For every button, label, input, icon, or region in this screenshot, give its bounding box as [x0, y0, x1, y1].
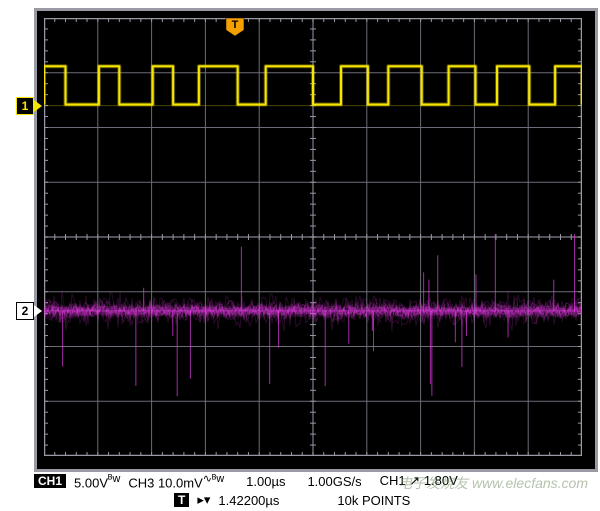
trig-level: 1.80V: [424, 473, 458, 488]
ch1-box-label: CH1: [38, 474, 62, 488]
trig-edge-icon: ↗: [409, 473, 420, 488]
status-row-2: T ▸▾ 1.42200µs 10k POINTS: [34, 492, 592, 508]
bw3: ∿ᴮw: [203, 473, 224, 485]
trigger-readout: CH1 ↗ 1.80V: [380, 473, 458, 489]
delay-arrow: ▸▾: [197, 492, 210, 508]
svg-text:T: T: [232, 19, 239, 31]
ch3-scale: 10.0mV: [158, 475, 203, 490]
ch1-box: CH1: [34, 474, 66, 488]
timebase: 1.00µs: [246, 474, 285, 489]
ch1-scale-val: 5.00V: [74, 475, 108, 490]
ch1-badge-pointer: [34, 100, 42, 112]
ch1-badge: 1: [16, 97, 34, 115]
ch2-badge: 2: [16, 302, 34, 320]
ch1-scale: 5.00Vᴮw: [74, 473, 120, 490]
status-bar: CH1 5.00Vᴮw CH3 10.0mV∿ᴮw 1.00µs 1.00GS/s CH1…: [34, 472, 592, 508]
ch3-label: CH3: [128, 475, 154, 490]
ch2-badge-pointer: [34, 305, 42, 317]
ch1-badge-label: 1: [22, 99, 29, 113]
t-box-label: T: [178, 493, 185, 507]
trig-src: CH1: [380, 473, 406, 488]
sample-rate: 1.00GS/s: [307, 474, 361, 489]
t-box: T: [174, 493, 189, 507]
bw1: ᴮw: [108, 473, 120, 485]
ch3-block: CH3 10.0mV∿ᴮw: [128, 472, 224, 490]
scope-plot: T: [44, 18, 582, 456]
delay-value: 1.42200µs: [218, 493, 279, 508]
status-row-1: CH1 5.00Vᴮw CH3 10.0mV∿ᴮw 1.00µs 1.00GS/s CH1…: [34, 472, 592, 490]
points: 10k POINTS: [337, 493, 410, 508]
ch2-badge-label: 2: [22, 304, 29, 318]
